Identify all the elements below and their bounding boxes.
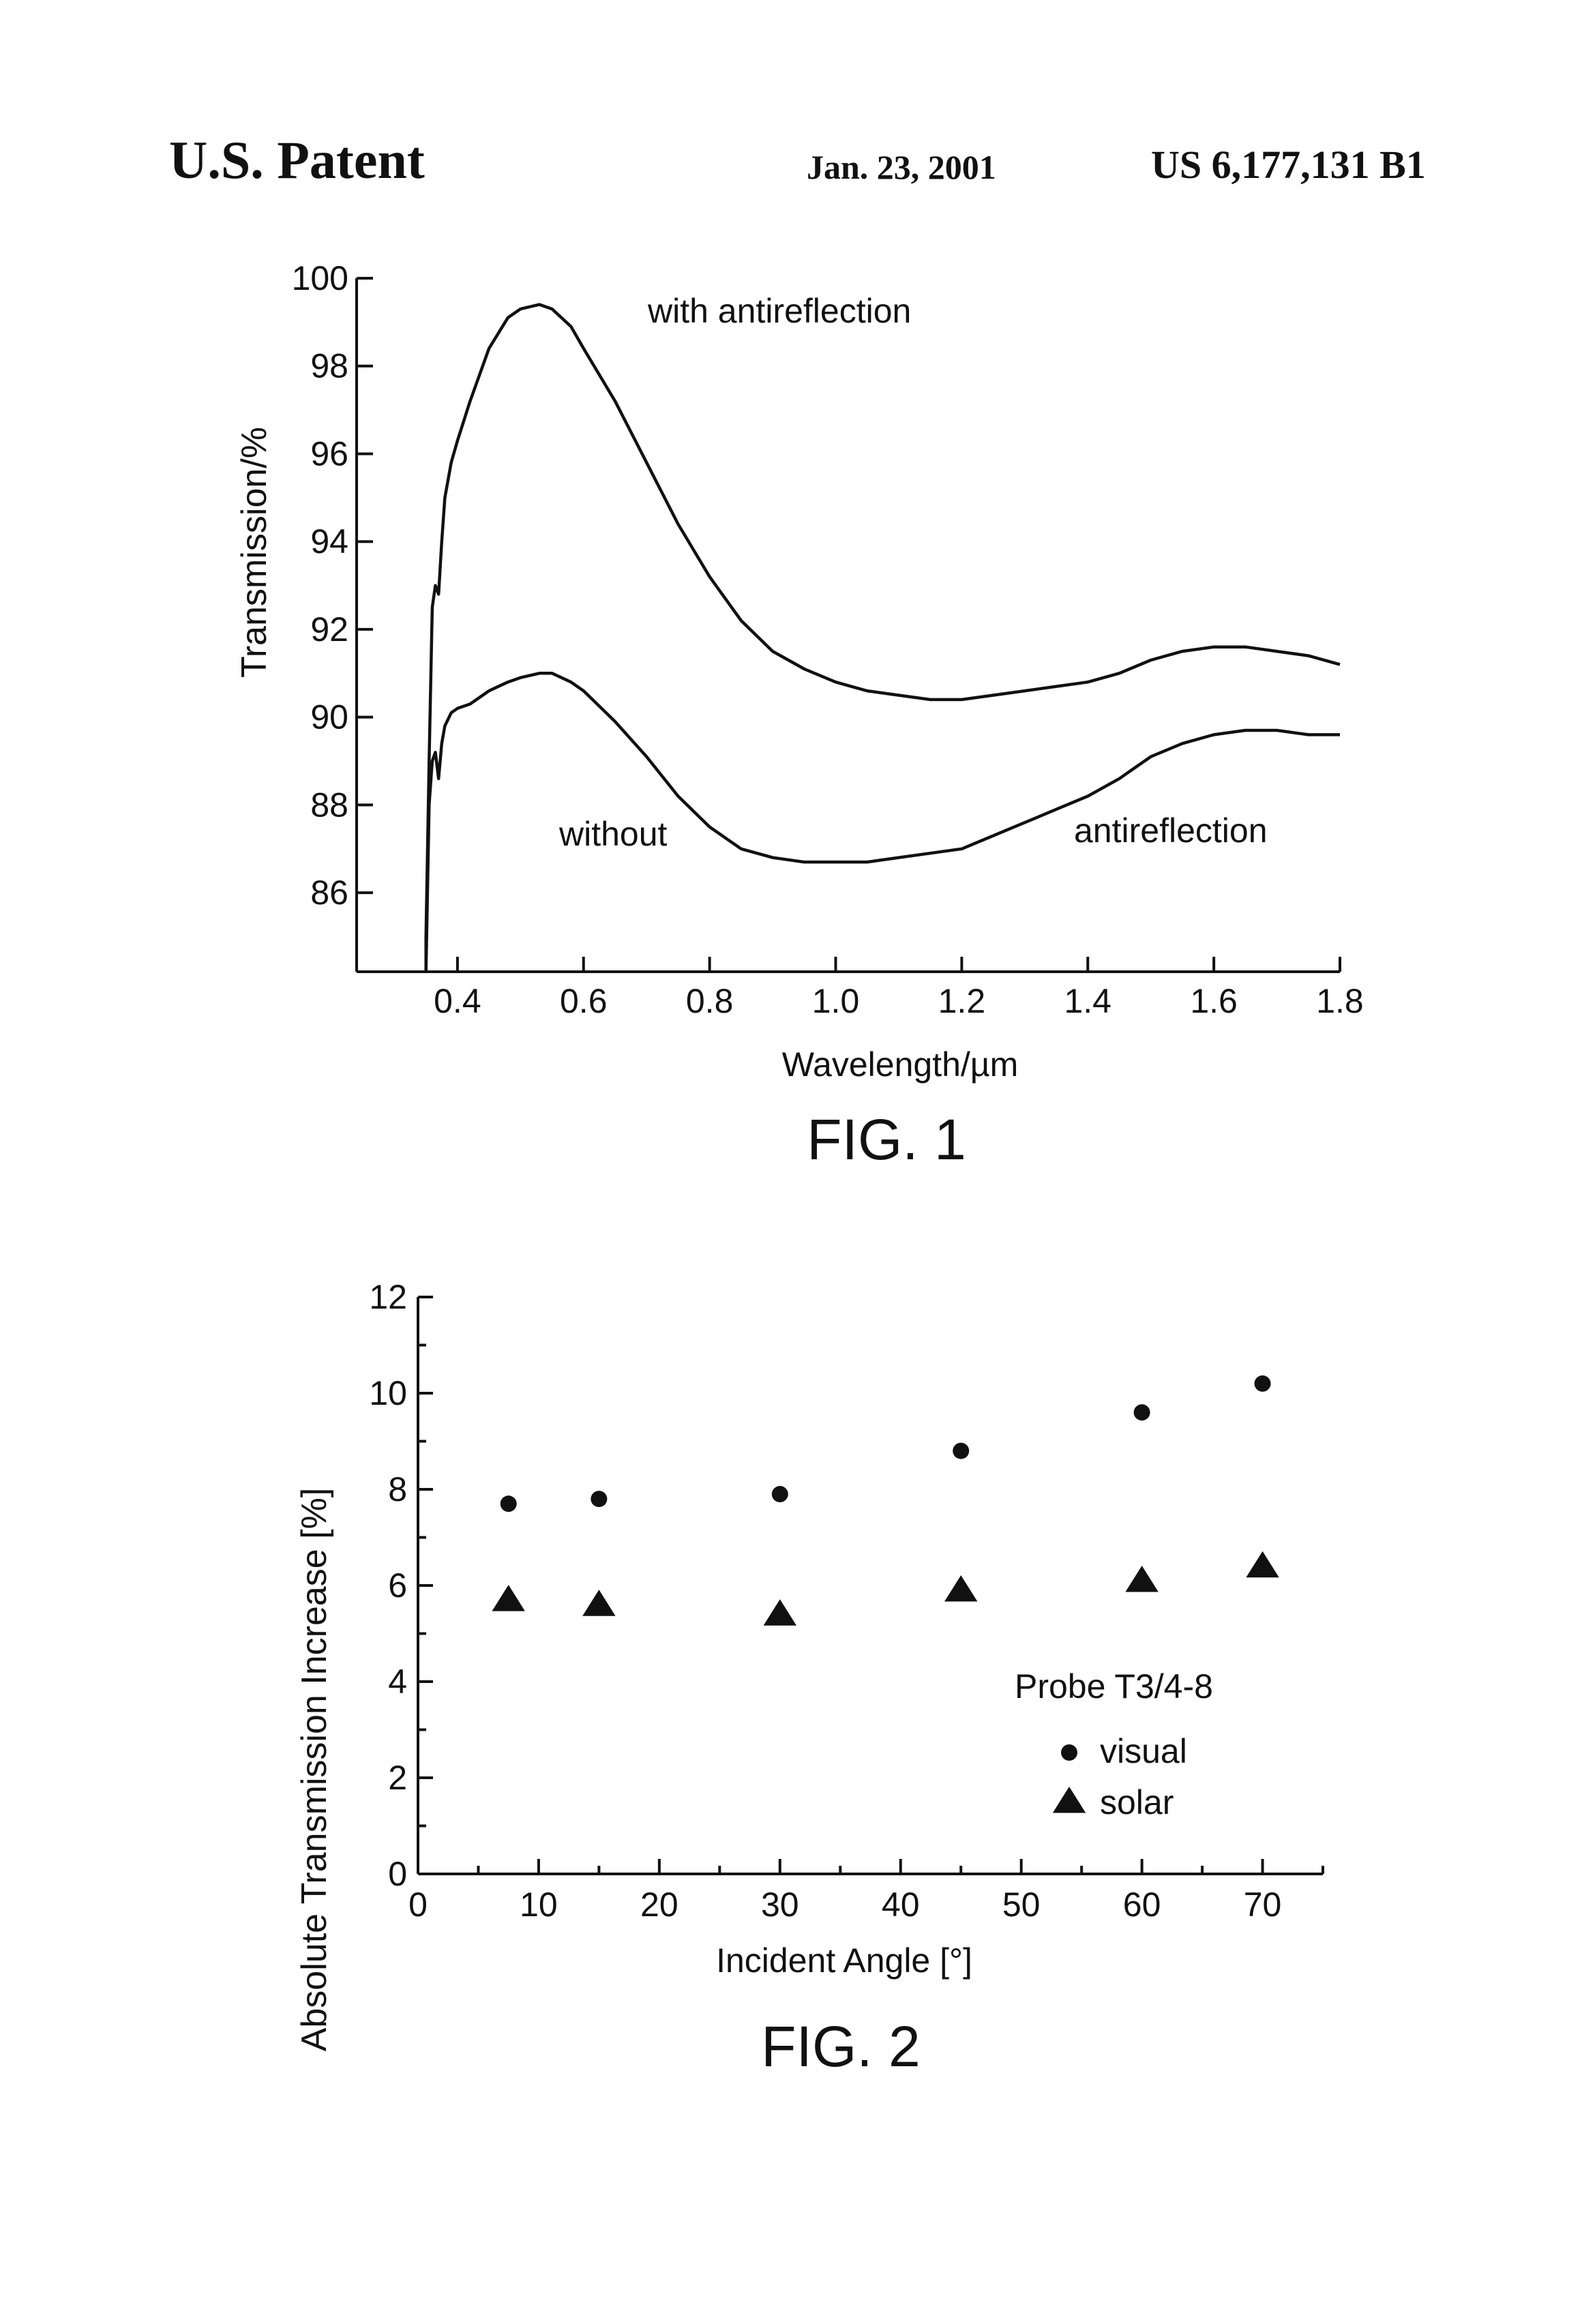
fig2-x-tick-label: 0: [408, 1886, 428, 1924]
fig1-y-tick-label: 96: [310, 434, 348, 473]
fig1-x-tick-label: 0.4: [434, 982, 481, 1020]
fig1-x-tick-label: 1.8: [1316, 982, 1364, 1020]
fig2-y-tick-label: 6: [388, 1566, 407, 1605]
fig1-x-tick-label: 1.4: [1064, 982, 1111, 1020]
fig2-figure-label: FIG. 2: [761, 2014, 920, 2079]
fig1-figure-label: FIG. 1: [807, 1107, 966, 1172]
fig2-point-visual: [1134, 1404, 1150, 1420]
fig1-y-tick-label: 92: [310, 610, 348, 649]
fig2-point-solar: [944, 1575, 977, 1602]
fig2-y-tick-label: 10: [369, 1374, 407, 1412]
fig1-x-tick-label: 1.6: [1190, 982, 1238, 1020]
fig2-point-visual: [953, 1443, 969, 1459]
fig2-x-tick-label: 30: [761, 1886, 799, 1924]
fig2-x-tick-label: 10: [520, 1886, 558, 1924]
fig2-point-visual: [772, 1486, 788, 1502]
fig1-x-tick-label: 0.6: [560, 982, 608, 1020]
fig2-legend-marker-visual: [1061, 1744, 1077, 1761]
patent-number: US 6,177,131 B1: [1151, 142, 1426, 188]
fig1-transmission-chart: Transmission/% Wavelength/µm with antire…: [0, 205, 1582, 1268]
fig2-y-tick-label: 12: [369, 1278, 407, 1316]
fig2-point-visual: [1255, 1375, 1271, 1392]
fig2-legend-label-solar: solar: [1100, 1783, 1174, 1821]
fig1-x-tick-label: 1.0: [812, 982, 860, 1020]
fig1-y-tick-label: 86: [310, 874, 348, 912]
fig1-y-tick-label: 90: [310, 698, 348, 736]
fig2-y-tick-label: 4: [388, 1663, 407, 1701]
fig1-x-tick-label: 1.2: [938, 982, 986, 1020]
fig2-y-tick-label: 8: [388, 1470, 407, 1508]
fig2-point-solar: [1125, 1566, 1158, 1592]
fig1-y-tick-label: 98: [310, 347, 348, 385]
patent-header: U.S. Patent Jan. 23, 2001 US 6,177,131 B…: [0, 130, 1582, 211]
fig1-annotation-without: without: [558, 815, 668, 853]
fig2-y-axis-label: Absolute Transmission Increase [%]: [295, 1488, 334, 2052]
fig2-legend-label-visual: visual: [1100, 1732, 1187, 1770]
fig1-x-axis-label: Wavelength/µm: [782, 1045, 1019, 1084]
fig1-annotation-with-antireflection: with antireflection: [647, 292, 911, 330]
fig1-x-tick-label: 0.8: [686, 982, 734, 1020]
fig2-point-solar: [582, 1590, 615, 1616]
patent-date: Jan. 23, 2001: [807, 147, 996, 187]
fig2-y-tick-label: 2: [388, 1759, 407, 1797]
fig2-x-tick-label: 50: [1002, 1886, 1041, 1924]
fig2-legend-title: Probe T3/4-8: [1015, 1667, 1213, 1705]
fig1-annotation-antireflection: antireflection: [1074, 811, 1268, 850]
fig2-point-solar: [764, 1599, 796, 1626]
fig1-y-axis-label: Transmission/%: [235, 427, 274, 678]
fig2-x-axis-label: Incident Angle [°]: [716, 1941, 972, 1980]
fig2-x-tick-label: 70: [1244, 1886, 1282, 1924]
fig2-x-tick-label: 60: [1123, 1886, 1161, 1924]
patent-office-label: U.S. Patent: [169, 130, 425, 191]
fig2-point-solar: [1246, 1551, 1279, 1578]
fig2-point-visual: [501, 1495, 517, 1512]
fig2-transmission-increase-chart: Absolute Transmission Increase [%] Incid…: [0, 1255, 1582, 2114]
fig2-x-tick-label: 20: [640, 1886, 678, 1924]
fig2-y-tick-label: 0: [388, 1855, 407, 1893]
fig1-y-tick-label: 94: [310, 522, 348, 561]
fig2-legend-marker-solar: [1053, 1787, 1086, 1813]
fig2-point-solar: [492, 1585, 525, 1611]
fig1-y-tick-label: 88: [310, 786, 348, 824]
fig1-y-tick-label: 100: [292, 259, 348, 297]
fig2-point-visual: [591, 1491, 607, 1507]
fig2-x-tick-label: 40: [882, 1886, 920, 1924]
